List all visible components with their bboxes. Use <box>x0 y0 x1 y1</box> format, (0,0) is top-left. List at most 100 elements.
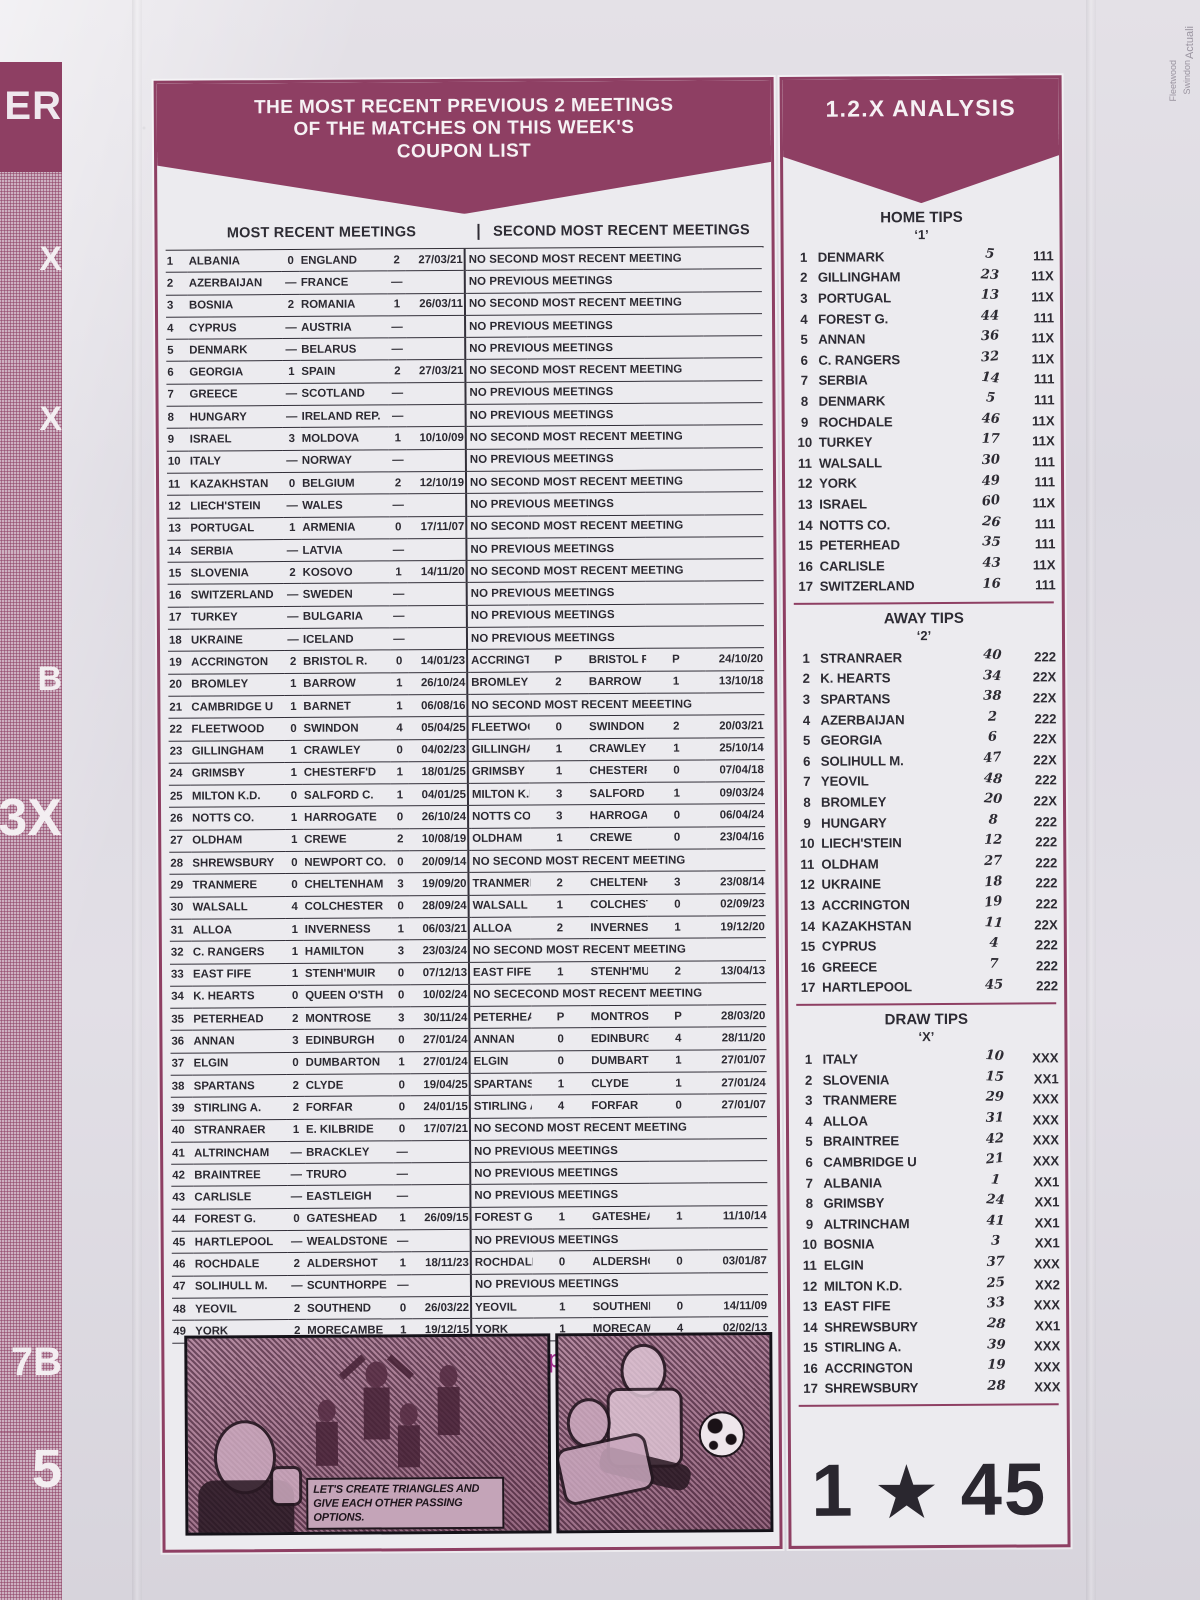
draw-tip-index: 15 <box>802 1340 818 1356</box>
away-tip-index: 5 <box>802 733 811 749</box>
draw-tip-team: BRAINTREE <box>823 1133 900 1150</box>
draw-tip-handwritten-number: 37 <box>986 1254 1006 1270</box>
footer-number-right: 45 <box>960 1447 1048 1531</box>
no-second-meeting-note: NO SECOND MOST RECENT MEETING <box>467 247 762 271</box>
home-tip-code: 11X <box>1031 330 1055 346</box>
home-tip-index: 13 <box>797 496 813 512</box>
away-team: KOSOVO <box>301 561 390 584</box>
match-date: 20/09/14 <box>409 850 469 874</box>
row-index: 26 <box>169 807 192 830</box>
home-team: ACCRINGTON <box>190 650 285 674</box>
comic-strip: LET'S CREATE TRIANGLES AND GIVE EACH OTH… <box>184 1332 774 1536</box>
away-score: 0 <box>389 516 408 539</box>
home-team: TRANMERE <box>191 873 286 897</box>
draw-tip-team: ALTRINCHAM <box>823 1215 910 1232</box>
second-match-date: 27/01/07 <box>707 1093 767 1117</box>
tips-divider-2 <box>796 1002 1057 1007</box>
away-tip-handwritten-number: 12 <box>984 832 1003 848</box>
draw-tip-index: 1 <box>804 1051 813 1067</box>
away-score: 1 <box>393 1207 412 1230</box>
away-score: 1 <box>388 427 407 450</box>
second-away-score: 2 <box>646 715 706 738</box>
second-home-score: 3 <box>529 805 589 828</box>
away-tip-code: 222 <box>1035 855 1058 871</box>
away-tip-team: K. HEARTS <box>820 670 891 687</box>
second-home-score: 1 <box>529 738 589 761</box>
away-team: ENGLAND <box>299 249 388 272</box>
away-tip-team: OLDHAM <box>821 856 879 872</box>
draw-tip-team: TRANMERE <box>822 1092 897 1108</box>
draw-tip-code: XX1 <box>1034 1235 1060 1251</box>
home-tip-row: 9 ROCHDALE 46 11X <box>791 410 1055 432</box>
home-tip-row: 14 NOTTS CO. 26 111 <box>791 513 1055 535</box>
match-date: 05/04/25 <box>408 716 468 740</box>
second-home-team: OLDHAM <box>471 827 531 851</box>
home-tip-handwritten-number: 17 <box>981 431 1001 447</box>
second-away-team: CHELTENHAM <box>589 871 648 895</box>
away-team: GATESHEAD <box>305 1207 394 1231</box>
home-team: FLEETWOOD <box>190 717 285 741</box>
second-away-score: 0 <box>650 1250 710 1273</box>
home-team: GILLINGHAM <box>190 740 285 763</box>
match-date <box>407 582 467 606</box>
comic-figure-hand <box>270 1465 303 1507</box>
match-date: 26/03/11 <box>405 293 466 316</box>
away-score: 0 <box>392 1029 411 1052</box>
away-tip-team: YEOVIL <box>820 773 869 790</box>
home-tip-index: 4 <box>800 311 808 327</box>
row-index: 36 <box>170 1030 193 1053</box>
second-home-team: EAST FIFE <box>471 961 531 985</box>
match-date: 30/11/24 <box>410 1006 470 1030</box>
banner-line-3: COUPON LIST <box>396 140 532 163</box>
draw-tip-code: XX2 <box>1034 1276 1060 1292</box>
away-tip-handwritten-number: 34 <box>982 667 1002 684</box>
away-tip-code: 222 <box>1035 896 1058 912</box>
away-tip-code: 222 <box>1034 649 1057 665</box>
row-index: 1 <box>165 250 188 273</box>
second-away-team: DUMBARTON <box>590 1049 650 1073</box>
home-tip-index: 5 <box>800 331 808 348</box>
no-second-meeting-note: NO PREVIOUS MEETINGS <box>467 268 762 293</box>
away-score: 0 <box>391 806 410 829</box>
home-team: GREECE <box>188 383 283 407</box>
draw-tip-index: 16 <box>803 1360 818 1376</box>
home-team: STIRLING A. <box>192 1096 287 1120</box>
home-team: BOSNIA <box>187 294 283 317</box>
away-score: — <box>388 404 407 428</box>
away-team: WALES <box>301 494 390 517</box>
second-away-team: STENH'MUIR <box>589 960 649 984</box>
row-index: 20 <box>168 673 191 697</box>
away-tips-block: AWAY TIPS ‘2’ 1 STRANRAER 40 222 2 K. HEARTS 3… <box>786 609 1064 998</box>
away-tip-team: LIECH'STEIN <box>821 835 902 851</box>
draw-tip-code: XXX <box>1033 1338 1061 1354</box>
match-date <box>411 1184 471 1208</box>
home-tip-team: YORK <box>819 475 857 492</box>
away-team: E. KILBRIDE <box>304 1118 394 1142</box>
away-score: — <box>388 337 407 361</box>
away-score: — <box>393 1274 413 1297</box>
draw-tips-subtitle: ‘X’ <box>918 1029 935 1045</box>
row-index: 25 <box>168 785 192 808</box>
second-away-team: INVERNESS <box>589 916 649 939</box>
home-tip-team: WALSALL <box>818 455 883 471</box>
second-away-team: CRAWLEY <box>588 737 648 761</box>
home-score: — <box>287 1163 306 1186</box>
draw-tip-code: XXX <box>1032 1050 1059 1066</box>
row-index: 9 <box>166 428 189 451</box>
match-date <box>407 605 467 628</box>
home-tip-row: 15 PETERHEAD 35 111 <box>791 534 1055 556</box>
draw-tip-code: XX1 <box>1034 1215 1060 1231</box>
row-index: 34 <box>170 985 193 1009</box>
away-score: 1 <box>389 560 408 584</box>
away-tip-row: 6 SOLIHULL M. 47 22X <box>793 749 1057 771</box>
second-away-score: 1 <box>647 782 707 805</box>
edge-text-fleetwood: Fleetwood <box>1168 60 1178 102</box>
home-score: 1 <box>285 940 304 964</box>
match-date <box>407 493 467 517</box>
second-match-date: 24/10/20 <box>705 647 765 671</box>
away-team: ICELAND <box>301 627 391 651</box>
home-tip-code: 11X <box>1031 351 1055 367</box>
match-date: 27/01/24 <box>410 1028 470 1052</box>
second-away-team: BRISTOL R. <box>587 648 647 672</box>
match-date: 26/10/24 <box>408 672 468 695</box>
